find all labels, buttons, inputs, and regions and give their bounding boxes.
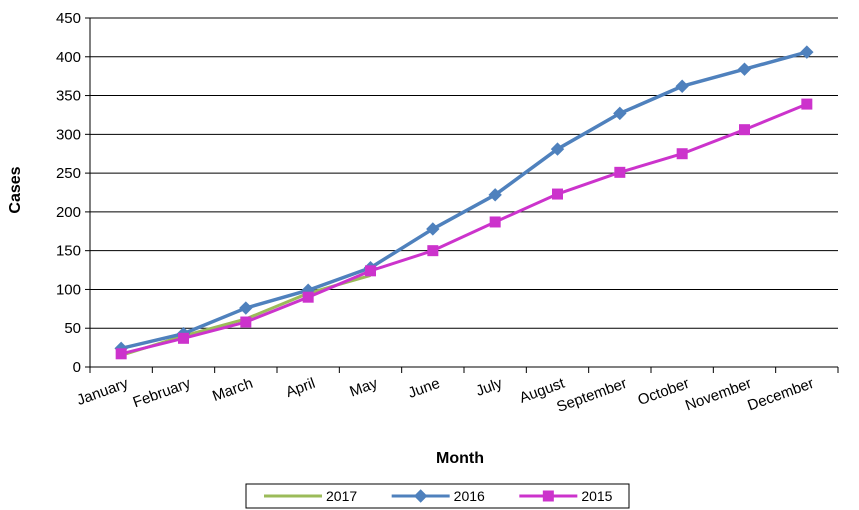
x-tick-label: December <box>745 375 816 415</box>
legend-entry-2015: 2015 <box>519 488 613 504</box>
y-tick-label: 100 <box>56 281 81 298</box>
legend: 2017 2016 2015 <box>245 483 630 509</box>
y-axis-title: Cases <box>7 166 24 213</box>
data-point-square <box>240 316 252 328</box>
gridlines <box>90 17 838 368</box>
data-point-square <box>489 216 501 228</box>
data-point-square <box>801 98 813 110</box>
x-tick-label: April <box>284 375 318 401</box>
data-point-square <box>365 265 376 277</box>
y-tick-label: 150 <box>56 243 81 260</box>
y-tick-label: 50 <box>64 320 81 337</box>
data-point-diamond <box>550 142 565 156</box>
data-point-square <box>676 148 688 160</box>
y-tick-label: 0 <box>73 359 81 376</box>
legend-label: 2016 <box>454 488 485 504</box>
data-point-diamond <box>426 222 440 236</box>
y-tick-label: 350 <box>56 88 81 105</box>
x-axis-title: Month <box>436 450 484 467</box>
series-line-2016 <box>120 50 808 351</box>
data-point-diamond <box>413 489 428 503</box>
x-tick-label: June <box>406 375 442 402</box>
data-point-square <box>115 348 127 360</box>
data-point-diamond <box>675 79 689 93</box>
legend-label: 2017 <box>326 488 357 504</box>
series-lines <box>114 45 814 360</box>
y-tick-label: 400 <box>56 49 81 66</box>
series-2016 <box>114 45 814 356</box>
data-point-square <box>542 490 554 502</box>
data-point-diamond <box>737 62 752 76</box>
x-tick-label: January <box>75 375 131 409</box>
x-tick-label: July <box>474 375 505 400</box>
y-tick-label: 300 <box>56 126 81 143</box>
x-tick-label: October <box>636 375 692 409</box>
series-2015 <box>115 98 813 360</box>
tick-labels: 0 50 100 150 200 250 300 350 400 450 January Februa… <box>56 10 816 416</box>
data-point-square <box>427 245 439 257</box>
x-tick-label: November <box>683 375 754 415</box>
x-tick-label: May <box>347 375 380 401</box>
x-tick-label: February <box>131 375 194 412</box>
y-tick-label: 200 <box>56 204 81 221</box>
legend-entry-2016: 2016 <box>391 488 485 504</box>
data-point-square <box>552 188 563 200</box>
data-point-square <box>614 166 626 178</box>
y-tick-label: 450 <box>56 10 81 27</box>
axes <box>85 17 839 373</box>
series-line-2015 <box>120 102 808 356</box>
data-point-square <box>178 332 189 344</box>
legend-entry-2017: 2017 <box>264 488 357 504</box>
data-point-square <box>739 124 750 136</box>
data-point-diamond <box>239 301 253 315</box>
y-tick-label: 250 <box>56 165 81 182</box>
x-tick-label: March <box>210 375 255 405</box>
x-tick-label: September <box>554 375 629 416</box>
data-point-square <box>302 291 314 303</box>
legend-label: 2015 <box>581 488 612 504</box>
data-point-diamond <box>488 188 502 202</box>
data-point-diamond <box>800 45 814 59</box>
data-point-diamond <box>613 106 627 121</box>
